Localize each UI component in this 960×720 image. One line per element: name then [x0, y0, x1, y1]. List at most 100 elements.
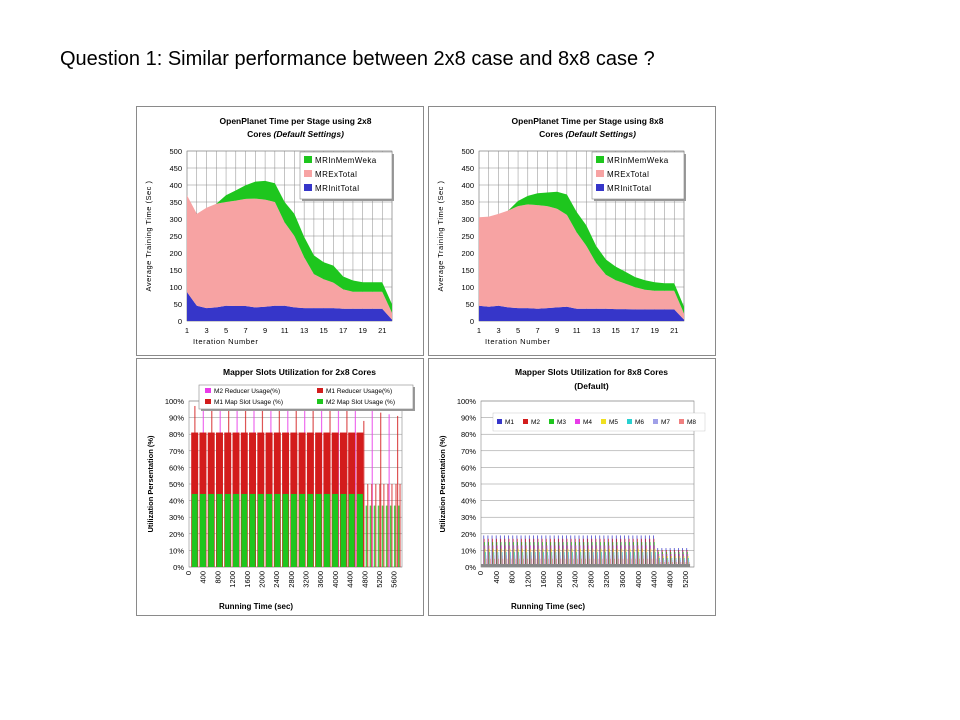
m2-map-slot-bar — [224, 493, 231, 567]
mapper-bar-m8 — [647, 558, 649, 567]
legend-swatch — [205, 388, 211, 393]
chart-title-main: Cores — [539, 129, 565, 139]
legend-box — [299, 151, 393, 200]
y-tick-label: 200 — [169, 249, 182, 258]
chart-title-main: Cores — [247, 129, 273, 139]
chart-2x8-mapper-util: Mapper Slots Utilization for 2x8 Cores 0%… — [146, 367, 415, 611]
chart-title-line2: Cores (Default Settings) — [247, 129, 344, 139]
mapper-bar-m8 — [581, 558, 582, 567]
legend-label: M2 Reducer Usage(%) — [214, 388, 280, 395]
y-tick-label: 300 — [461, 215, 474, 224]
y-axis-label: Average Training Time (Sec ) — [144, 181, 153, 292]
x-tick-label: 5200 — [375, 571, 384, 588]
mapper-bar-m8 — [489, 558, 491, 567]
legend-label: MRInMemWeka — [315, 156, 377, 165]
y-tick-label: 70% — [461, 447, 476, 456]
x-tick-label: 1600 — [539, 571, 548, 588]
m2-map-slot-bar — [389, 505, 392, 567]
mapper-bar-m8 — [622, 558, 624, 567]
reducer-spike — [396, 415, 399, 567]
y-tick-label: 300 — [169, 215, 182, 224]
y-tick-label: 80% — [461, 430, 476, 439]
y-tick-label: 30% — [169, 513, 184, 522]
x-tick-label: 11 — [573, 326, 581, 335]
x-tick-label: 3200 — [302, 571, 311, 588]
chart-title-line1: Mapper Slots Utilization for 2x8 Cores — [223, 367, 376, 377]
y-tick-label: 100 — [461, 283, 474, 292]
legend-label: M6 — [635, 419, 644, 426]
x-tick-label: 7 — [243, 326, 247, 335]
mapper-bar-m8 — [552, 558, 553, 567]
slide-title: Question 1: Similar performance between … — [60, 48, 655, 70]
mapper-bar-m8 — [589, 558, 591, 567]
x-tick-label: 1 — [477, 326, 481, 335]
m1-reducer-bar — [379, 484, 381, 567]
mapper-bar-m8 — [643, 558, 644, 567]
x-tick-label: 0 — [476, 571, 485, 575]
x-tick-label: 3 — [496, 326, 500, 335]
x-axis-label: Iteration Number — [485, 337, 550, 346]
y-tick-label: 450 — [169, 164, 182, 173]
x-tick-label: 400 — [199, 571, 208, 584]
x-tick-label: 5600 — [390, 571, 399, 588]
m2-map-slot-bar — [241, 493, 248, 567]
y-tick-label: 40% — [169, 497, 184, 506]
chart-title-italic: (Default Settings) — [274, 129, 345, 139]
reducer-spike — [380, 412, 382, 567]
x-tick-label: 21 — [670, 326, 678, 335]
x-tick-label: 19 — [359, 326, 367, 335]
x-tick-label: 19 — [651, 326, 659, 335]
m2-map-slot-bar — [323, 493, 330, 567]
m1-reducer-bar — [363, 484, 365, 567]
legend-swatch — [653, 419, 658, 424]
m2-map-slot-bar — [299, 493, 306, 567]
legend-label: MRInitTotal — [607, 184, 651, 193]
x-tick-label: 17 — [631, 326, 639, 335]
legend-swatch — [317, 399, 323, 404]
legend-label: M8 — [687, 419, 696, 426]
m2-map-slot-bar — [233, 493, 239, 567]
mapper-bar-m8 — [485, 558, 487, 567]
legend-swatch-mrinittotal — [596, 184, 604, 191]
y-tick-label: 450 — [461, 164, 474, 173]
x-tick-label: 3 — [204, 326, 208, 335]
mapper-bar-m8 — [568, 558, 570, 567]
mapper-bar-m8 — [618, 558, 620, 567]
mapper-bar-m8 — [593, 558, 595, 567]
chart-title-line1: OpenPlanet Time per Stage using 8x8 — [512, 116, 664, 126]
legend-label: M3 — [557, 419, 566, 426]
chart-panel-2x8-mapper-util: Mapper Slots Utilization for 2x8 Cores 0%… — [136, 358, 424, 616]
x-tick-label: 1600 — [243, 571, 252, 588]
mapper-bar-m8 — [523, 558, 524, 567]
m2-map-slot-bar — [208, 493, 215, 567]
x-axis-label: Iteration Number — [193, 337, 258, 346]
x-tick-label: 17 — [339, 326, 347, 335]
chart-title-line2: Cores (Default Settings) — [539, 129, 636, 139]
m2-map-slot-bar — [249, 493, 256, 567]
baseline-band — [481, 564, 691, 567]
y-tick-label: 50 — [466, 300, 474, 309]
mapper-bar-m8 — [585, 558, 587, 567]
mapper-bar-m8 — [601, 558, 603, 567]
legend-swatch-mrinmemweka — [596, 156, 604, 163]
chart-8x8-stage-time: OpenPlanet Time per Stage using 8x8 Cores… — [436, 116, 686, 346]
x-axis-label: Running Time (sec) — [219, 602, 293, 611]
y-tick-label: 150 — [461, 266, 474, 275]
mapper-bar-m8 — [614, 558, 616, 567]
legend-box — [492, 412, 706, 432]
legend-box — [591, 151, 685, 200]
x-tick-label: 13 — [300, 326, 308, 335]
m2-map-slot-bar — [216, 493, 223, 567]
m2-map-slot-bar — [365, 505, 368, 567]
mapper-bar-m8 — [502, 558, 504, 567]
x-tick-label: 4800 — [360, 571, 369, 588]
x-tick-label: 2800 — [287, 571, 296, 588]
utilization-bars — [191, 405, 401, 567]
legend-swatch — [523, 419, 528, 424]
m1-reducer-bar — [371, 484, 373, 567]
mapper-bar-m8 — [655, 558, 657, 567]
x-tick-label: 2400 — [272, 571, 281, 588]
x-tick-label: 4000 — [634, 571, 643, 588]
legend-label: MRExTotal — [607, 170, 649, 179]
y-tick-label: 250 — [461, 232, 474, 241]
